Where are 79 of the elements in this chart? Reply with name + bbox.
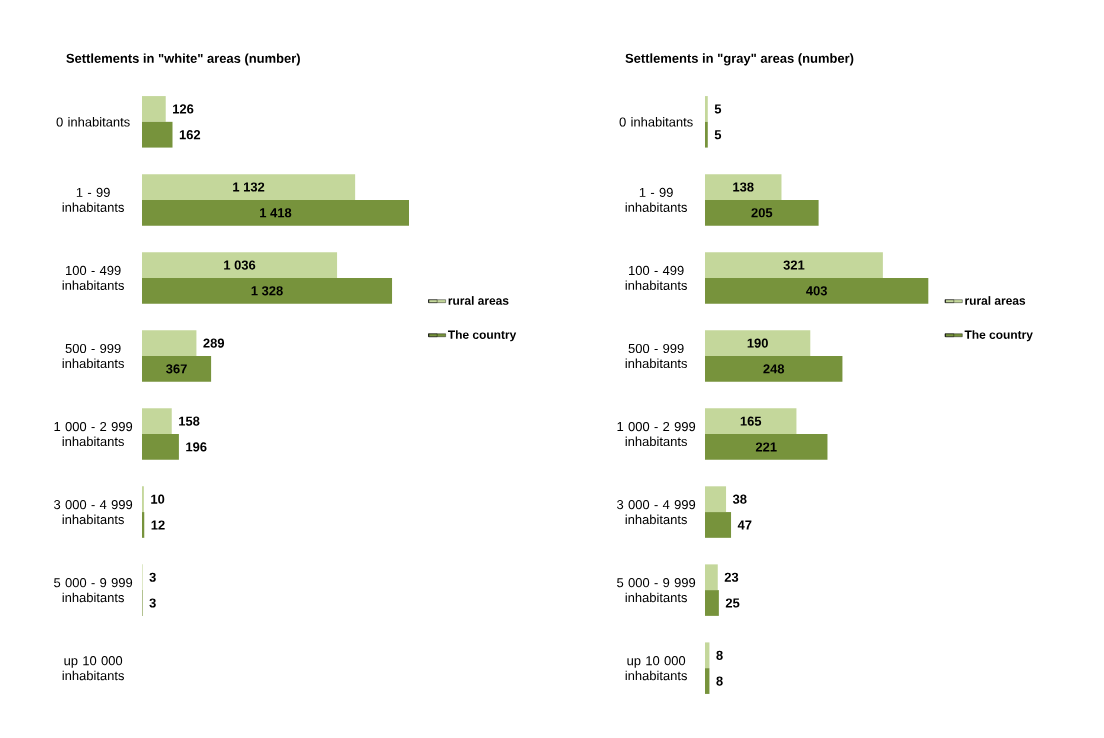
bar <box>705 355 843 382</box>
bar <box>142 252 338 278</box>
data-label: 25 <box>725 598 740 608</box>
y-tick-label: 500 - 999 inhabitants <box>625 343 687 369</box>
data-label: 10 <box>151 494 165 504</box>
data-label: 12 <box>151 520 165 530</box>
y-tick-label: 0 inhabitants <box>56 117 130 127</box>
data-label: 162 <box>179 130 201 140</box>
data-label: 1 328 <box>251 286 283 296</box>
bar <box>142 277 393 304</box>
data-label: 367 <box>166 364 187 374</box>
y-tick-label: 5 000 - 9 999 inhabitants <box>617 578 696 603</box>
bar <box>142 434 179 460</box>
data-label: 3 <box>149 598 156 608</box>
data-label: 1 036 <box>224 260 256 270</box>
bar <box>705 590 719 616</box>
y-tick-label: 3 000 - 4 999 inhabitants <box>54 500 133 525</box>
data-label: 3 <box>149 572 156 582</box>
y-tick-label: 1 000 - 2 999 inhabitants <box>617 421 696 447</box>
bar <box>142 121 173 148</box>
y-tick-label: 3 000 - 4 999 inhabitants <box>617 500 696 525</box>
data-label: 8 <box>716 650 723 660</box>
legend-label: The country <box>447 330 517 342</box>
data-label: 1 418 <box>260 208 292 218</box>
data-label: 158 <box>179 416 200 426</box>
y-tick-label: 0 inhabitants <box>619 117 693 127</box>
y-tick-label: 500 - 999 inhabitants <box>62 343 124 369</box>
legend-label: rural areas <box>965 296 1026 305</box>
data-label: 403 <box>806 286 827 296</box>
bar <box>705 277 929 304</box>
y-tick-label: 100 - 499 inhabitants <box>625 265 687 290</box>
y-tick-label: 1 - 99 inhabitants <box>625 187 687 212</box>
y-tick-label: up 10 000 inhabitants <box>62 656 124 681</box>
data-label: 221 <box>755 442 777 452</box>
data-label: 196 <box>186 442 207 452</box>
y-tick-label: 1 - 99 inhabitants <box>62 187 124 212</box>
y-tick-label: 100 - 499 inhabitants <box>62 265 124 290</box>
bar <box>142 96 166 122</box>
bar <box>705 121 708 148</box>
y-tick-label: 5 000 - 9 999 inhabitants <box>54 578 133 603</box>
bar <box>142 199 409 226</box>
bar <box>142 330 197 356</box>
data-label: 289 <box>203 338 225 348</box>
data-label: 1 132 <box>233 182 265 192</box>
data-label: 5 <box>714 104 722 114</box>
bar <box>142 512 145 538</box>
data-label: 38 <box>732 494 747 504</box>
bar <box>705 434 828 460</box>
data-label: 23 <box>724 572 739 582</box>
chart-title: Settlements in "white" areas (number) <box>66 53 300 66</box>
bar <box>705 564 718 591</box>
data-label: 47 <box>737 520 752 530</box>
bar <box>705 668 710 694</box>
bar <box>142 174 356 200</box>
bar <box>705 330 811 356</box>
y-tick-label: 1 000 - 2 999 inhabitants <box>54 421 133 447</box>
data-label: 165 <box>740 416 762 426</box>
bar <box>705 96 708 122</box>
bar <box>705 252 883 278</box>
bar <box>705 512 732 538</box>
data-label: 205 <box>751 208 773 218</box>
bar <box>142 355 212 382</box>
legend-label: rural areas <box>448 296 509 305</box>
chart-title: Settlements in "gray" areas (number) <box>625 53 854 66</box>
bar <box>705 408 797 435</box>
bar <box>142 408 172 435</box>
data-label: 321 <box>783 260 805 270</box>
data-label: 138 <box>733 182 754 192</box>
data-label: 248 <box>763 364 785 374</box>
data-label: 126 <box>173 104 194 114</box>
y-tick-label: up 10 000 inhabitants <box>625 656 687 681</box>
data-label: 5 <box>714 130 722 140</box>
data-label: 190 <box>747 338 768 348</box>
legend-label: The country <box>964 330 1033 342</box>
bar <box>705 174 782 200</box>
data-label: 8 <box>716 676 723 686</box>
bar <box>705 199 819 226</box>
bar <box>705 642 710 669</box>
bar <box>705 486 727 513</box>
